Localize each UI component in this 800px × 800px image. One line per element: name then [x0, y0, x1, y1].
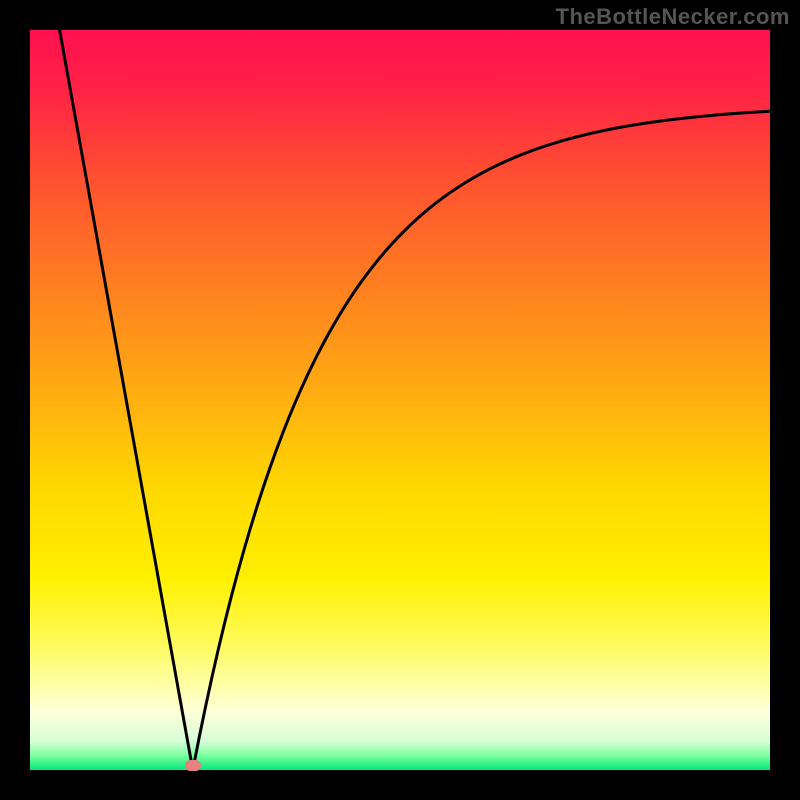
- watermark-text: TheBottleNecker.com: [556, 4, 790, 30]
- background-gradient: [30, 30, 770, 770]
- plot-area: [30, 30, 770, 770]
- chart-container: TheBottleNecker.com: [0, 0, 800, 800]
- minimum-marker: [185, 760, 201, 770]
